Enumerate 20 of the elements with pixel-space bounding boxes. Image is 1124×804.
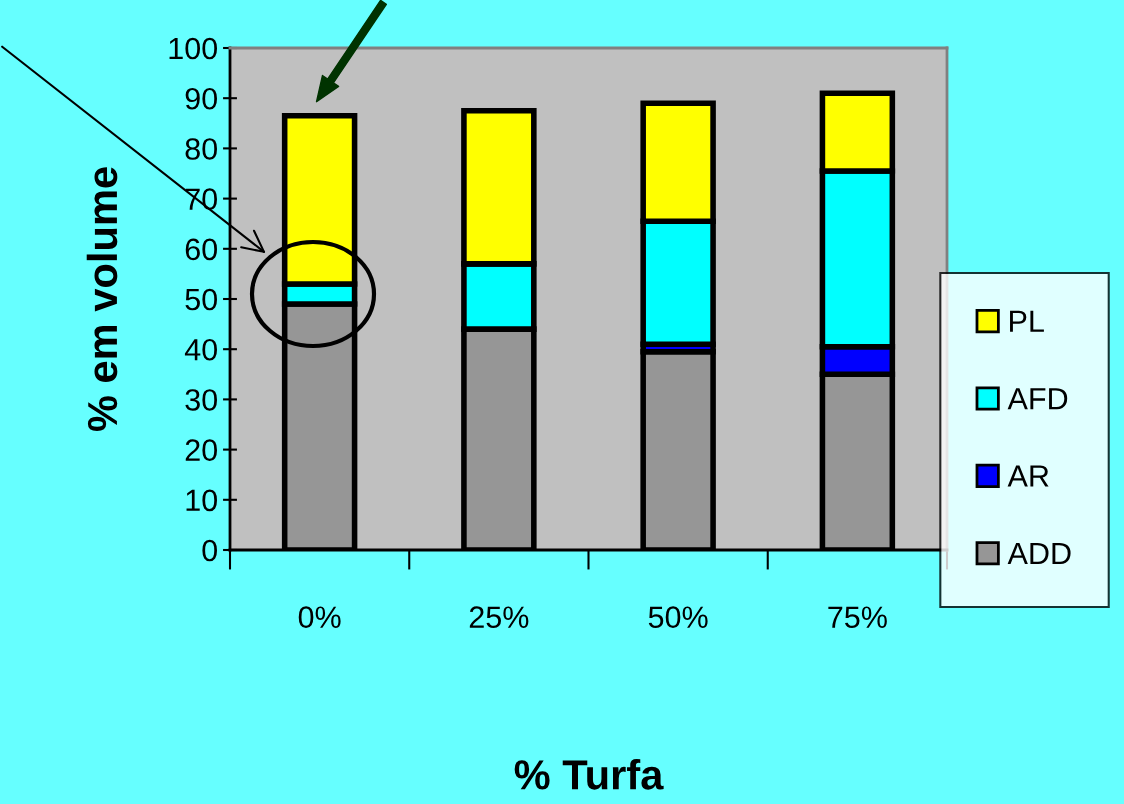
y-tick-label: 20 (185, 439, 217, 461)
y-tick-label: 100 (169, 37, 217, 60)
x-tick-label: 0% (298, 606, 341, 628)
y-tick-label: 0 (202, 539, 217, 562)
x-tick-label: 25% (469, 606, 529, 628)
x-tick-label: 50% (648, 606, 708, 628)
y-tick-label: 30 (185, 389, 217, 411)
y-tick-label: 80 (185, 138, 217, 160)
y-axis-title: % em volume (86, 167, 118, 432)
x-axis-title: % Turfa (514, 759, 664, 790)
y-tick-label: 60 (185, 238, 217, 261)
y-tick-label: 50 (185, 288, 217, 311)
x-tick-label: 75% (828, 606, 887, 628)
y-tick-label: 40 (184, 338, 217, 361)
legend-label: ADD (1007, 542, 1071, 564)
y-tick-label: 90 (185, 87, 217, 110)
legend-label: AFD (1007, 388, 1068, 410)
legend-label: PL (1010, 310, 1044, 332)
y-tick-label: 10 (186, 489, 217, 512)
legend-label: AR (1007, 465, 1049, 487)
